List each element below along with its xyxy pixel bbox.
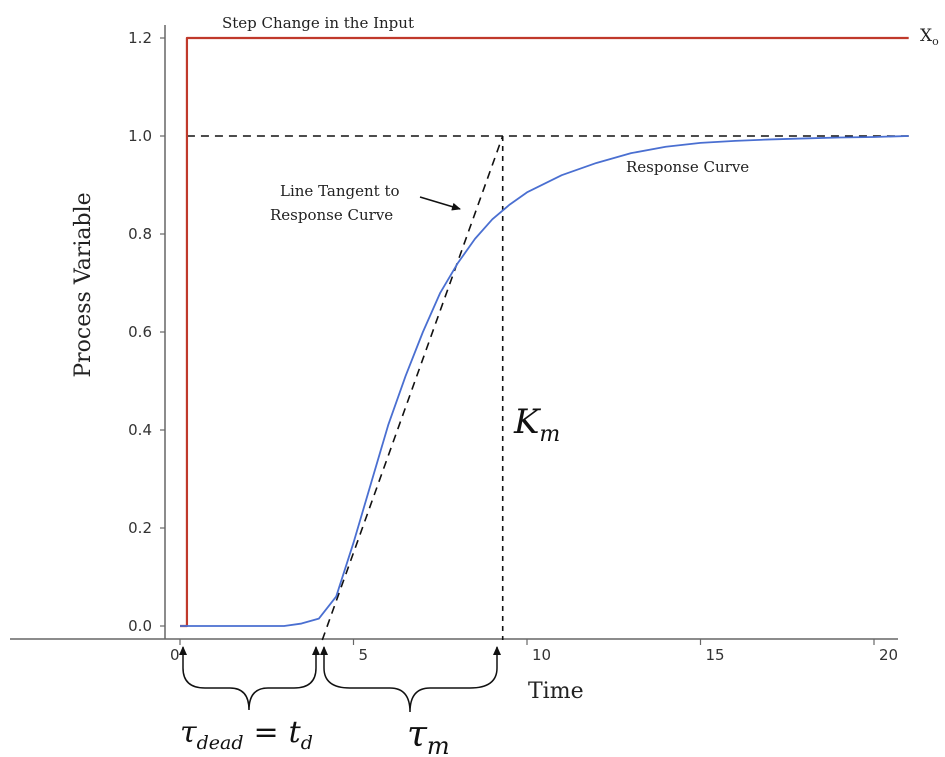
response-curve-label: Response Curve xyxy=(626,158,749,176)
km-label: Km xyxy=(513,402,560,447)
x-ticks: 0 5 10 15 20 xyxy=(170,639,898,664)
tau-dead-main: τ xyxy=(180,715,197,750)
input-x-main: X xyxy=(920,26,933,46)
x-tick-label: 20 xyxy=(879,646,898,664)
x-tick-label: 10 xyxy=(532,646,551,664)
x-axis-title: Time xyxy=(528,679,584,704)
y-tick-label: 0.2 xyxy=(128,519,152,537)
series-group xyxy=(180,36,909,628)
td-main: t xyxy=(289,715,302,750)
y-tick-label: 1.2 xyxy=(128,29,152,47)
x-tick-label: 0 xyxy=(170,646,180,664)
y-tick-label: 0.0 xyxy=(128,617,152,635)
tau-dead-subscript: dead xyxy=(197,732,244,754)
input-x-subscript: o xyxy=(932,35,939,48)
tangent-label-arrow xyxy=(419,196,461,211)
x-tick-label: 15 xyxy=(706,646,725,664)
step-change-label: Step Change in the Input xyxy=(222,14,414,32)
tau-dead-equals: = xyxy=(254,715,279,750)
tau-m-label: τm xyxy=(407,714,450,757)
km-main: K xyxy=(513,402,542,442)
y-tick-label: 0.6 xyxy=(128,323,152,341)
y-tick-label: 0.8 xyxy=(128,225,152,243)
response-curve-series-line xyxy=(180,135,909,627)
td-subscript: d xyxy=(301,732,313,754)
tangent-label-line2: Response Curve xyxy=(270,206,393,224)
tau-m-subscript: m xyxy=(427,732,450,757)
tau-m-brace xyxy=(323,667,498,713)
input-x0-label: Xo xyxy=(920,26,939,48)
tangent-label-line1: Line Tangent to xyxy=(280,182,400,200)
dead-time-brace xyxy=(182,667,317,711)
step-input-series-line xyxy=(180,36,909,628)
tangent-dashed-line xyxy=(321,135,504,641)
tau-dead-label: τdead = td xyxy=(180,715,313,754)
y-tick-label: 1.0 xyxy=(128,127,152,145)
y-axis-title: Process Variable xyxy=(71,192,96,377)
y-tick-label: 0.4 xyxy=(128,421,152,439)
x-tick-label: 5 xyxy=(359,646,369,664)
y-ticks: 0.0 0.2 0.4 0.6 0.8 1.0 1.2 xyxy=(128,29,165,635)
km-subscript: m xyxy=(539,422,560,447)
tau-m-main: τ xyxy=(407,714,428,755)
